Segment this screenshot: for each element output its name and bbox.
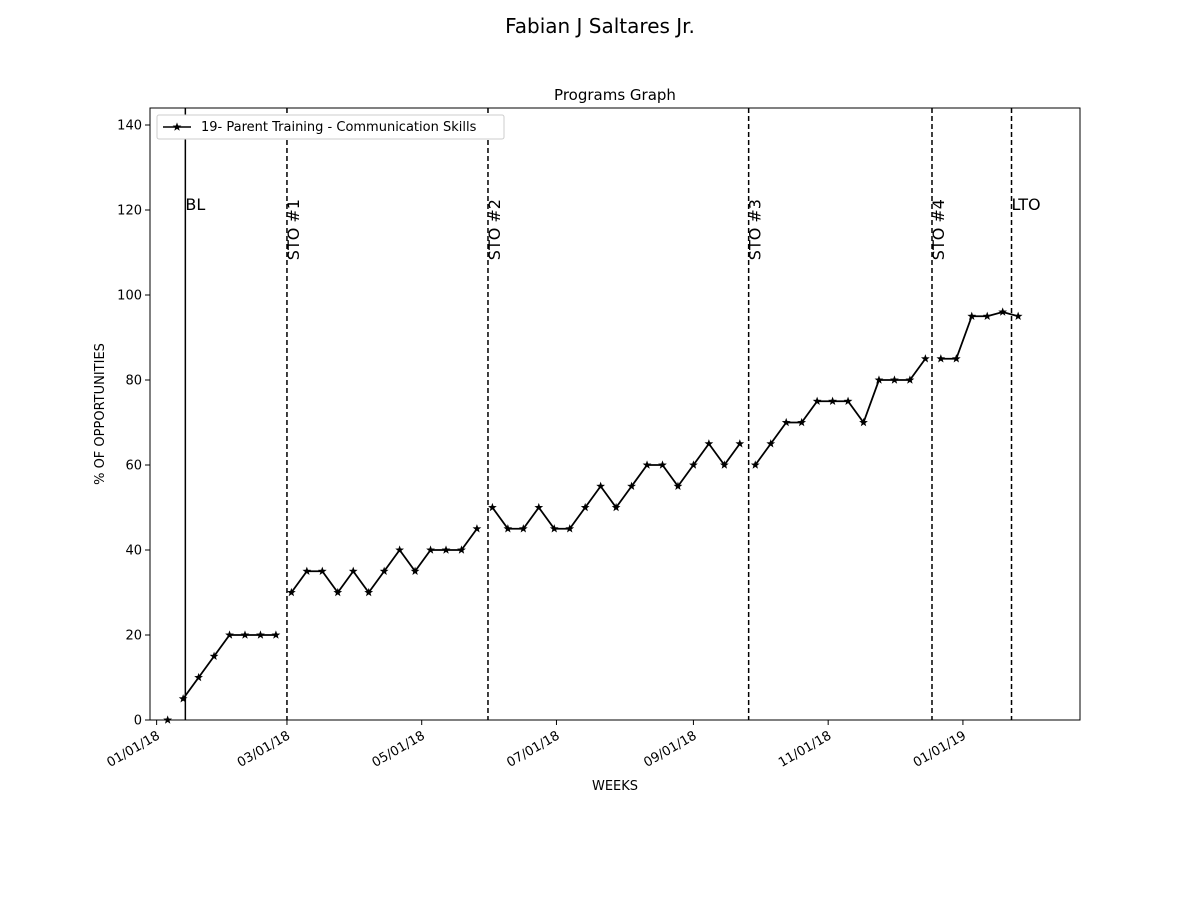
y-tick-label: 100	[117, 289, 142, 304]
data-point	[410, 566, 420, 575]
data-point	[704, 439, 714, 448]
data-point	[766, 439, 776, 448]
x-tick-label: 09/01/18	[641, 728, 699, 770]
x-tick-label: 01/01/19	[911, 728, 969, 770]
y-tick-label: 20	[125, 629, 142, 644]
plot-frame	[149, 107, 1081, 721]
data-point	[209, 651, 219, 660]
phase-lines: BL STO #1 STO #2 STO #3 STO #4 LTO	[184, 108, 1041, 720]
data-point	[735, 439, 745, 448]
data-point	[689, 460, 698, 469]
legend: 19- Parent Training - Communication Skil…	[156, 114, 505, 140]
x-axis-label: WEEKS	[592, 779, 638, 794]
data-point	[580, 502, 590, 512]
data-point	[441, 545, 451, 554]
figure-suptitle: Fabian J Saltares Jr.	[505, 14, 695, 38]
data-point	[395, 545, 404, 554]
chart-title: Programs Graph	[554, 86, 676, 104]
y-axis-label: % OF OPPORTUNITIES	[93, 343, 108, 485]
x-tick-label: 03/01/18	[235, 728, 293, 770]
data-point	[627, 481, 636, 490]
data-point	[642, 460, 652, 469]
data-point	[549, 524, 559, 533]
series-line	[491, 442, 741, 530]
phase-label: STO #3	[746, 199, 765, 260]
data-point	[1013, 311, 1023, 320]
data-point	[843, 396, 853, 405]
phase-label: STO #2	[485, 199, 504, 260]
data-point	[534, 502, 544, 512]
legend-box	[156, 114, 505, 140]
data-point	[379, 566, 389, 575]
data-point	[333, 587, 343, 597]
data-point	[240, 630, 250, 639]
data-point	[317, 566, 327, 575]
data-point	[812, 396, 822, 405]
x-tick-label: 11/01/18	[776, 728, 834, 770]
data-point	[781, 417, 791, 427]
data-point	[920, 354, 930, 363]
phase-label: STO #4	[929, 199, 948, 260]
data-point	[518, 524, 528, 533]
y-tick-label: 40	[125, 544, 142, 559]
x-tick-label: 01/01/18	[105, 728, 163, 770]
data-point	[998, 307, 1008, 316]
data-point	[658, 460, 667, 469]
phase-label: BL	[185, 195, 205, 214]
data-point	[828, 396, 837, 405]
data-point	[611, 502, 621, 512]
data-point	[271, 630, 281, 639]
data-point	[472, 524, 482, 533]
data-point	[596, 481, 606, 490]
phase-label: STO #1	[284, 199, 303, 260]
x-axis: 01/01/18 03/01/18 05/01/18 07/01/18 09/01/18…	[105, 720, 969, 771]
data-point	[967, 311, 977, 320]
data-point	[890, 375, 899, 384]
data-point	[348, 566, 358, 575]
data-point	[503, 524, 513, 533]
data-point	[287, 587, 296, 597]
data-point	[302, 566, 312, 575]
legend-label: 19- Parent Training - Communication Skil…	[201, 120, 477, 135]
series-layer	[163, 307, 1023, 724]
series-line	[754, 358, 927, 466]
data-point	[859, 417, 868, 427]
y-tick-label: 140	[117, 119, 142, 134]
y-tick-label: 0	[134, 714, 142, 729]
legend-star-marker	[172, 122, 182, 131]
y-tick-label: 120	[117, 204, 142, 219]
phase-label: LTO	[1012, 195, 1041, 214]
data-point	[225, 630, 234, 639]
series-line	[290, 528, 478, 595]
data-point	[982, 311, 992, 320]
data-point	[426, 545, 435, 554]
data-point	[905, 375, 915, 384]
x-tick-label: 07/01/18	[504, 728, 562, 770]
data-point	[194, 672, 203, 682]
data-point	[750, 460, 760, 469]
series-line	[940, 311, 1019, 360]
y-axis: 0 20 40 60 80 100 120 140	[117, 119, 150, 729]
data-point	[457, 545, 466, 554]
data-point	[178, 694, 188, 703]
data-point	[936, 354, 946, 363]
data-point	[951, 354, 961, 363]
data-point	[797, 417, 807, 427]
data-point	[488, 502, 497, 512]
data-point	[874, 375, 884, 384]
data-point	[364, 587, 374, 597]
y-tick-label: 60	[125, 459, 142, 474]
x-tick-label: 05/01/18	[370, 728, 428, 770]
data-point	[565, 524, 575, 533]
series-line	[182, 634, 276, 700]
data-point	[719, 460, 729, 469]
data-point	[256, 630, 265, 639]
y-tick-label: 80	[125, 374, 142, 389]
data-point	[673, 481, 683, 490]
